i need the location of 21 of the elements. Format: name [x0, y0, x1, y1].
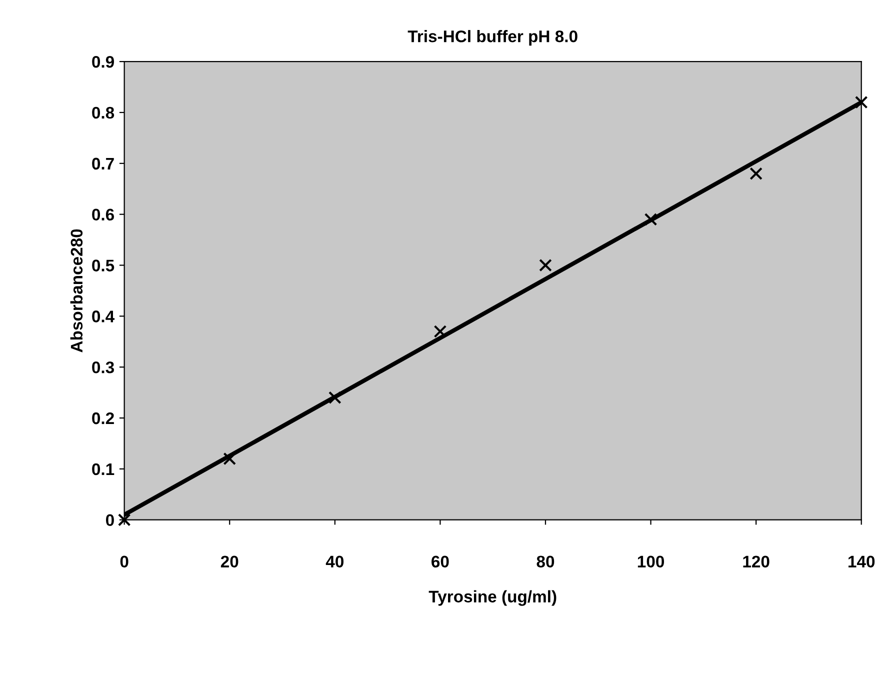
- y-axis-title: Absorbance280: [70, 229, 83, 352]
- x-tick-label: 120: [743, 556, 770, 568]
- x-tick-label: 100: [638, 556, 664, 568]
- x-tick-label: 40: [326, 556, 344, 568]
- y-tick-label: 0.6: [92, 208, 114, 221]
- y-tick-label: 0.8: [92, 106, 114, 119]
- y-tick-label: 0.5: [92, 260, 114, 272]
- y-tick-label: 0.3: [92, 361, 114, 374]
- y-tick-label: 0.7: [92, 158, 114, 170]
- y-tick-label: 0.4: [92, 310, 115, 322]
- chart-title: Tris-HCl buffer pH 8.0: [408, 30, 578, 46]
- x-tick-label: 20: [220, 556, 238, 568]
- y-tick-label: 0.9: [92, 56, 114, 68]
- x-axis-title: Tyrosine (ug/ml): [428, 590, 556, 606]
- x-tick-label: 60: [432, 556, 449, 568]
- x-tick-label: 0: [120, 556, 128, 568]
- y-tick-label: 0: [106, 514, 114, 526]
- y-tick-label: 0.2: [92, 412, 114, 424]
- y-tick-label: 0.1: [92, 463, 114, 476]
- x-tick-label: 80: [536, 556, 554, 568]
- x-tick-label: 140: [848, 556, 875, 568]
